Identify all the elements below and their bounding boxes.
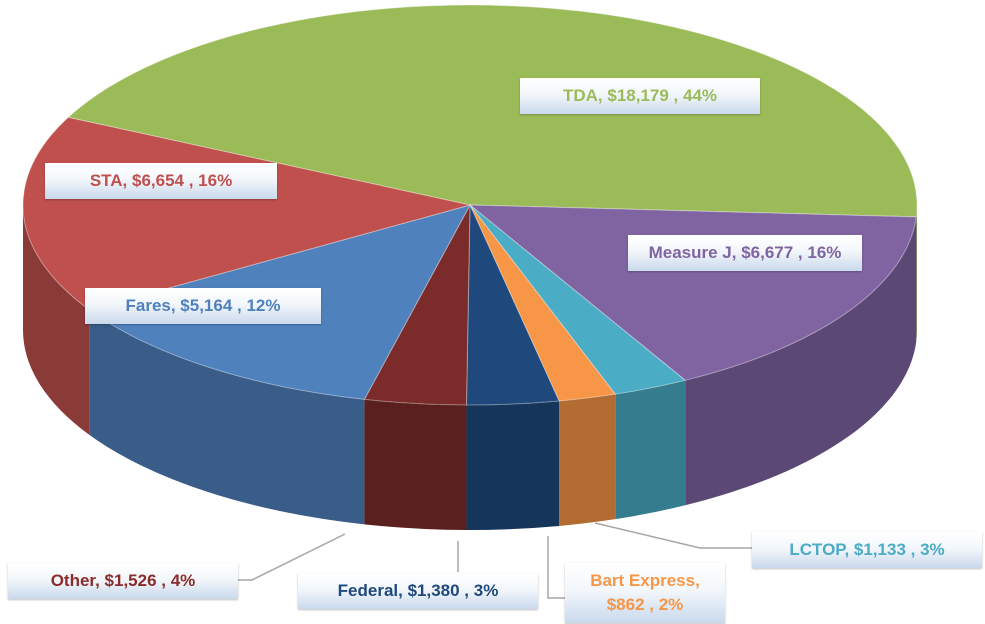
- slice: [469, 204, 617, 402]
- data-label: Bart Express, $862 , 2%: [565, 563, 725, 623]
- slice-side: [615, 380, 686, 520]
- slice-side: [685, 216, 917, 506]
- leader-line: [238, 533, 346, 581]
- slice-side: [466, 400, 560, 530]
- data-label: STA, $6,654 , 16%: [45, 163, 277, 199]
- slice-side: [559, 394, 616, 526]
- leader-lines: [238, 522, 752, 599]
- slice-side: [916, 205, 917, 342]
- leader-line: [547, 536, 565, 599]
- slice-side: [89, 309, 365, 525]
- slice: [469, 204, 687, 395]
- slice: [67, 4, 918, 218]
- data-label: TDA, $18,179 , 44%: [520, 78, 760, 114]
- pie-sides: [23, 205, 917, 530]
- slice-side: [23, 205, 90, 435]
- pie-tops: [22, 4, 918, 406]
- slice-side: [364, 399, 467, 530]
- data-label: Measure J, $6,677 , 16%: [628, 235, 862, 271]
- data-label: Federal, $1,380 , 3%: [298, 573, 538, 609]
- data-label: Fares, $5,164 , 12%: [85, 288, 321, 324]
- slice: [465, 204, 560, 406]
- data-label: Other, $1,526 , 4%: [8, 563, 238, 599]
- slice: [363, 204, 471, 406]
- data-label: LCTOP, $1,133 , 3%: [752, 532, 982, 568]
- leader-line: [594, 522, 752, 549]
